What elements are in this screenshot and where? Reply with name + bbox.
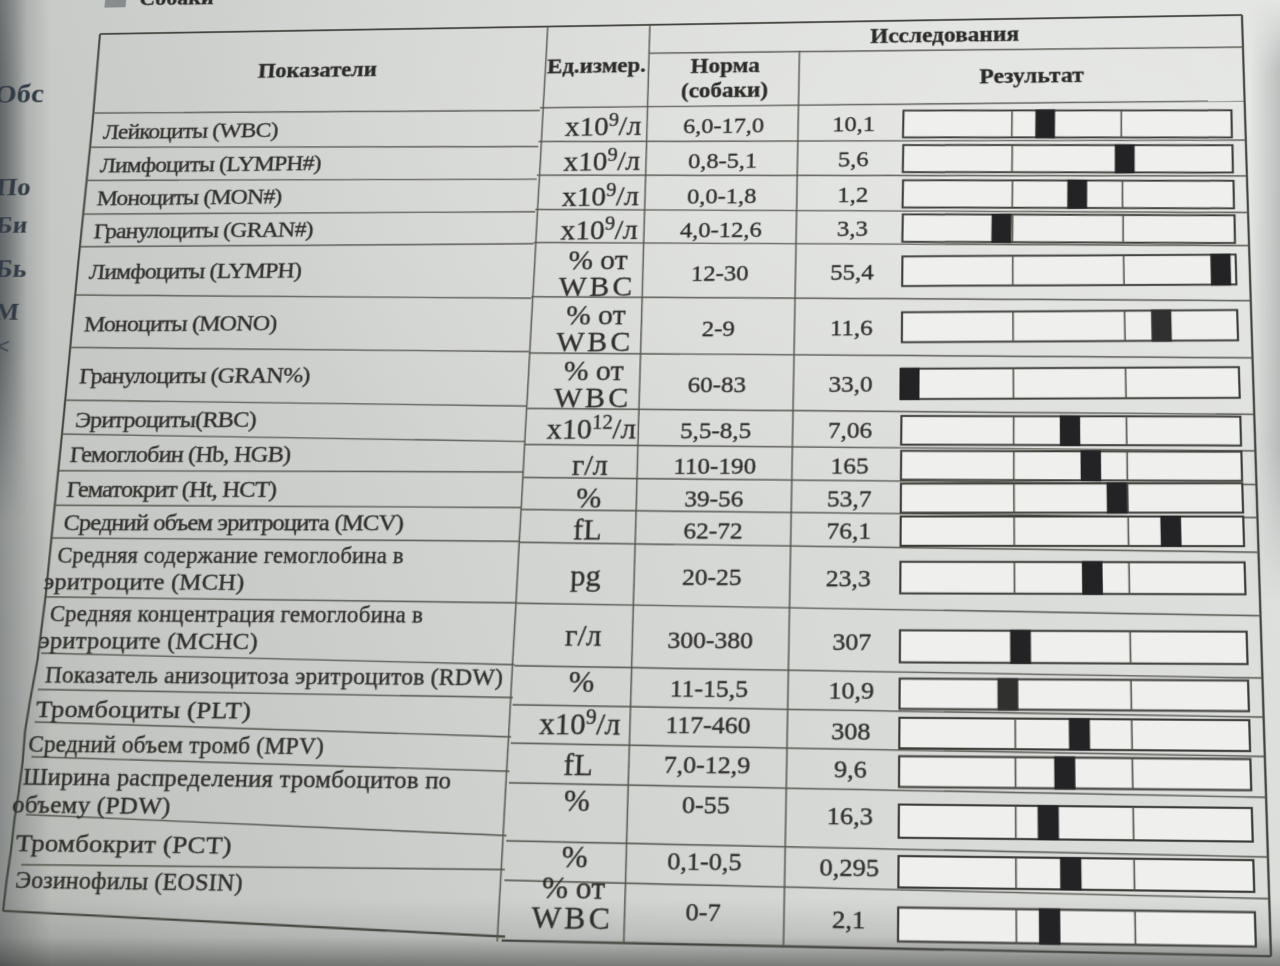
svg-text:Лимфоциты (LYMPH#): Лимфоциты (LYMPH#) — [99, 150, 322, 177]
svg-text:% от: % от — [568, 244, 629, 275]
svg-text:x109/л: x109/л — [565, 110, 642, 142]
svg-text:Эритроциты(RBC): Эритроциты(RBC) — [74, 406, 257, 433]
svg-text:x109/л: x109/л — [561, 180, 639, 212]
svg-text:Средняя концентрация гемоглоби: Средняя концентрация гемоглобина в — [49, 600, 424, 629]
svg-text:110-190: 110-190 — [673, 452, 757, 479]
svg-text:Бь: Бь — [0, 256, 28, 283]
svg-text:Показатели: Показатели — [257, 57, 377, 82]
svg-text:0,1-0,5: 0,1-0,5 — [667, 847, 742, 877]
svg-text:Ед.измер.: Ед.измер. — [547, 53, 647, 78]
svg-text:WBC: WBC — [531, 900, 614, 936]
svg-text:0,0-1,8: 0,0-1,8 — [687, 183, 757, 209]
svg-text:Гематокрит (Ht, HCT): Гематокрит (Ht, HCT) — [66, 475, 278, 502]
svg-text:0,295: 0,295 — [819, 853, 879, 883]
svg-text:Би: Би — [0, 213, 29, 239]
svg-text:Лейкоциты (WBC): Лейкоциты (WBC) — [102, 117, 279, 144]
svg-text:% от: % от — [563, 355, 625, 387]
svg-text:11-15,5: 11-15,5 — [669, 674, 748, 703]
svg-text:WBC: WBC — [558, 271, 636, 303]
svg-text:%: % — [561, 840, 589, 875]
svg-text:Собаки: Собаки — [139, 0, 215, 10]
svg-text:По: По — [0, 172, 32, 201]
svg-text:7,06: 7,06 — [828, 417, 873, 444]
svg-text:60-83: 60-83 — [687, 371, 746, 398]
svg-text:% от: % от — [541, 870, 606, 906]
svg-text:62-72: 62-72 — [683, 517, 743, 544]
svg-text:55,4: 55,4 — [830, 258, 874, 284]
svg-text:Обс: Обс — [0, 78, 46, 109]
svg-text:<: < — [0, 333, 11, 359]
svg-text:x109/л: x109/л — [539, 706, 622, 742]
svg-text:53,7: 53,7 — [827, 485, 872, 512]
svg-text:Средняя содержание гемоглобина: Средняя содержание гемоглобина в — [56, 541, 404, 568]
svg-text:fL: fL — [572, 514, 602, 547]
svg-text:pg: pg — [570, 560, 602, 593]
svg-text:7,0-12,9: 7,0-12,9 — [663, 750, 750, 779]
svg-text:Моноциты (MON#): Моноциты (MON#) — [96, 184, 283, 211]
svg-text:%: % — [575, 481, 601, 513]
svg-text:Тромбоциты (PLT): Тромбоциты (PLT) — [35, 695, 253, 724]
svg-text:9,6: 9,6 — [834, 754, 867, 783]
svg-text:1,2: 1,2 — [837, 181, 868, 207]
svg-text:20-25: 20-25 — [682, 563, 742, 591]
svg-text:x109/л: x109/л — [560, 213, 638, 246]
svg-text:эритроците (МСНС): эритроците (МСНС) — [38, 627, 259, 655]
svg-text:%: % — [568, 665, 595, 699]
svg-text:Моноциты (MONO): Моноциты (MONO) — [83, 309, 278, 336]
svg-text:12-30: 12-30 — [691, 260, 749, 286]
svg-text:5,5-8,5: 5,5-8,5 — [680, 417, 752, 444]
svg-text:Гранулоциты (GRAN%): Гранулоциты (GRAN%) — [78, 362, 311, 389]
svg-text:Гемоглобин (Hb, HGB): Гемоглобин (Hb, HGB) — [69, 440, 292, 467]
svg-text:10,1: 10,1 — [832, 111, 875, 137]
svg-text:76,1: 76,1 — [826, 517, 871, 544]
svg-text:23,3: 23,3 — [826, 564, 871, 592]
svg-text:Норма: Норма — [690, 53, 760, 78]
svg-text:WBC: WBC — [553, 382, 632, 414]
svg-text:2-9: 2-9 — [701, 315, 735, 341]
svg-text:300-380: 300-380 — [667, 626, 753, 654]
svg-text:0,8-5,1: 0,8-5,1 — [688, 148, 758, 174]
svg-text:11,6: 11,6 — [830, 314, 873, 340]
svg-text:Лимфоциты (LYMPH): Лимфоциты (LYMPH) — [88, 257, 303, 284]
svg-text:117-460: 117-460 — [665, 711, 751, 740]
svg-text:33,0: 33,0 — [828, 371, 872, 398]
svg-text:Гранулоциты (GRAN#): Гранулоциты (GRAN#) — [93, 216, 314, 243]
svg-text:%: % — [563, 784, 590, 819]
svg-text:10,9: 10,9 — [828, 676, 874, 705]
svg-text:Тромбокрит (PCT): Тромбокрит (PCT) — [15, 828, 233, 859]
svg-text:Средний объем тромб (MPV): Средний объем тромб (MPV) — [27, 729, 325, 759]
svg-text:0-55: 0-55 — [682, 790, 731, 819]
svg-text:Исследования: Исследования — [870, 22, 1019, 48]
svg-text:3,3: 3,3 — [837, 215, 868, 241]
svg-text:эритроците (МСН): эритроците (МСН) — [43, 568, 246, 595]
svg-text:Показатель анизоцитоза эритроц: Показатель анизоцитоза эритроцитов (RDW) — [44, 660, 504, 690]
svg-text:г/л: г/л — [571, 449, 608, 481]
svg-text:6,0-17,0: 6,0-17,0 — [683, 112, 765, 138]
svg-text:Ширина распределения тромбоцит: Ширина распределения тромбоцитов по — [22, 762, 452, 794]
svg-text:307: 307 — [832, 628, 871, 656]
svg-text:x1012/л: x1012/л — [546, 412, 636, 445]
svg-text:Эозинофилы (EOSIN): Эозинофилы (EOSIN) — [14, 865, 244, 897]
svg-text:Результат: Результат — [979, 63, 1084, 89]
svg-text:WBC: WBC — [556, 326, 634, 358]
svg-text:2,1: 2,1 — [832, 905, 866, 935]
svg-text:fL: fL — [563, 748, 594, 782]
svg-text:М: М — [0, 299, 20, 326]
svg-text:Средний объем эритроцита (MCV): Средний объем эритроцита (MCV) — [62, 509, 404, 536]
svg-text:(собаки): (собаки) — [681, 78, 769, 103]
svg-text:объему (PDW): объему (PDW) — [11, 789, 172, 819]
svg-text:5,6: 5,6 — [838, 146, 869, 172]
svg-text:308: 308 — [831, 717, 870, 746]
svg-text:0-7: 0-7 — [685, 897, 721, 927]
svg-text:165: 165 — [830, 452, 868, 479]
svg-text:16,3: 16,3 — [827, 801, 873, 831]
svg-text:x109/л: x109/л — [563, 145, 641, 177]
svg-text:% от: % от — [565, 299, 626, 331]
svg-text:39-56: 39-56 — [684, 485, 744, 512]
svg-text:г/л: г/л — [564, 619, 602, 652]
svg-text:4,0-12,6: 4,0-12,6 — [680, 216, 762, 242]
